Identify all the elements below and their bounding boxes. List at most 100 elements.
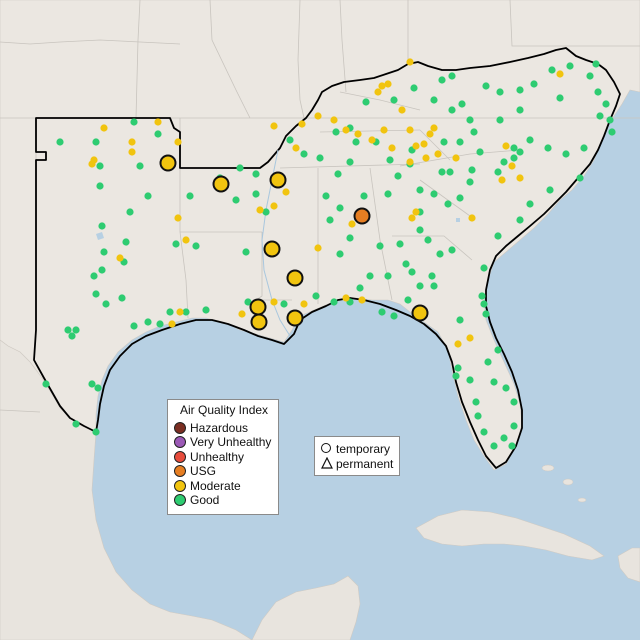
monitor-dot[interactable] xyxy=(456,138,464,146)
monitor-dot[interactable] xyxy=(420,140,428,148)
monitor-dot[interactable] xyxy=(378,308,386,316)
monitor-dot[interactable] xyxy=(562,150,570,158)
monitor-dot[interactable] xyxy=(316,154,324,162)
monitor-dot[interactable] xyxy=(448,106,456,114)
monitor-dot[interactable] xyxy=(100,124,108,132)
monitor-dot[interactable] xyxy=(252,190,260,198)
monitor-dot[interactable] xyxy=(336,250,344,258)
monitor-dot[interactable] xyxy=(406,126,414,134)
monitor-dot[interactable] xyxy=(126,208,134,216)
monitor-dot[interactable] xyxy=(426,130,434,138)
monitor-dot[interactable] xyxy=(352,138,360,146)
monitor-dot[interactable] xyxy=(556,70,564,78)
monitor-dot[interactable] xyxy=(566,62,574,70)
monitor-dot[interactable] xyxy=(136,162,144,170)
monitor-dot[interactable] xyxy=(396,240,404,248)
monitor-dot[interactable] xyxy=(416,226,424,234)
monitor-dot[interactable] xyxy=(92,138,100,146)
monitor-dot[interactable] xyxy=(406,58,414,66)
monitor-dot[interactable] xyxy=(430,282,438,290)
monitor-dot[interactable] xyxy=(416,186,424,194)
monitor-dot[interactable] xyxy=(394,172,402,180)
monitor-dot[interactable] xyxy=(92,290,100,298)
monitor-dot[interactable] xyxy=(466,334,474,342)
monitor-dot[interactable] xyxy=(192,242,200,250)
monitor-dot[interactable] xyxy=(494,232,502,240)
monitor-dot[interactable] xyxy=(556,94,564,102)
monitor-dot[interactable] xyxy=(416,282,424,290)
monitor-dot[interactable] xyxy=(358,296,366,304)
monitor-dot[interactable] xyxy=(130,322,138,330)
monitor-dot[interactable] xyxy=(390,312,398,320)
monitor-dot[interactable] xyxy=(608,128,616,136)
monitor-dot[interactable] xyxy=(490,378,498,386)
monitor-dot[interactable] xyxy=(424,236,432,244)
monitor-dot[interactable] xyxy=(490,442,498,450)
monitor-dot[interactable] xyxy=(118,294,126,302)
monitor-dot[interactable] xyxy=(312,292,320,300)
monitor-dot[interactable] xyxy=(176,308,184,316)
monitor-dot[interactable] xyxy=(154,118,162,126)
monitor-dot[interactable] xyxy=(186,192,194,200)
monitor-dot[interactable] xyxy=(322,192,330,200)
monitor-dot[interactable] xyxy=(384,80,392,88)
monitor-dot[interactable] xyxy=(166,308,174,316)
monitor-dot[interactable] xyxy=(476,148,484,156)
monitor-dot[interactable] xyxy=(594,88,602,96)
monitor-dot[interactable] xyxy=(238,310,246,318)
monitor-dot[interactable] xyxy=(438,76,446,84)
monitor-dot[interactable] xyxy=(342,126,350,134)
monitor-dot[interactable] xyxy=(482,82,490,90)
monitor-dot[interactable] xyxy=(172,240,180,248)
monitor-dot[interactable] xyxy=(500,434,508,442)
monitor-dot[interactable] xyxy=(436,250,444,258)
monitor-dot[interactable] xyxy=(586,72,594,80)
monitor-dot[interactable] xyxy=(332,128,340,136)
monitor-dot[interactable] xyxy=(466,178,474,186)
monitor-dot[interactable] xyxy=(430,124,438,132)
monitor-dot[interactable] xyxy=(576,174,584,182)
monitor-dot[interactable] xyxy=(434,150,442,158)
monitor-dot[interactable] xyxy=(446,168,454,176)
monitor-dot[interactable] xyxy=(242,248,250,256)
monitor-dot[interactable] xyxy=(474,412,482,420)
monitor-dot[interactable] xyxy=(388,144,396,152)
monitor-dot[interactable] xyxy=(516,86,524,94)
monitor-dot[interactable] xyxy=(430,190,438,198)
monitor-dot[interactable] xyxy=(428,272,436,280)
monitor-dot[interactable] xyxy=(448,246,456,254)
monitor-dot[interactable] xyxy=(98,222,106,230)
monitor-dot[interactable] xyxy=(456,316,464,324)
monitor-marker-large[interactable] xyxy=(269,171,287,189)
monitor-dot[interactable] xyxy=(144,192,152,200)
monitor-dot[interactable] xyxy=(516,216,524,224)
monitor-dot[interactable] xyxy=(362,98,370,106)
monitor-dot[interactable] xyxy=(496,116,504,124)
monitor-dot[interactable] xyxy=(452,154,460,162)
monitor-dot[interactable] xyxy=(42,380,50,388)
monitor-dot[interactable] xyxy=(466,116,474,124)
monitor-dot[interactable] xyxy=(334,170,342,178)
monitor-dot[interactable] xyxy=(314,244,322,252)
monitor-dot[interactable] xyxy=(430,96,438,104)
monitor-dot[interactable] xyxy=(466,376,474,384)
monitor-dot[interactable] xyxy=(270,202,278,210)
monitor-dot[interactable] xyxy=(468,166,476,174)
monitor-dot[interactable] xyxy=(500,158,508,166)
monitor-dot[interactable] xyxy=(356,284,364,292)
monitor-dot[interactable] xyxy=(410,84,418,92)
monitor-dot[interactable] xyxy=(516,148,524,156)
monitor-dot[interactable] xyxy=(408,214,416,222)
monitor-marker-large[interactable] xyxy=(249,298,267,316)
monitor-dot[interactable] xyxy=(406,158,414,166)
monitor-dot[interactable] xyxy=(244,298,252,306)
monitor-dot[interactable] xyxy=(376,242,384,250)
monitor-dot[interactable] xyxy=(510,422,518,430)
monitor-dot[interactable] xyxy=(348,220,356,228)
monitor-dot[interactable] xyxy=(88,160,96,168)
monitor-dot[interactable] xyxy=(270,298,278,306)
monitor-dot[interactable] xyxy=(516,174,524,182)
monitor-dot[interactable] xyxy=(472,398,480,406)
monitor-dot[interactable] xyxy=(412,142,420,150)
